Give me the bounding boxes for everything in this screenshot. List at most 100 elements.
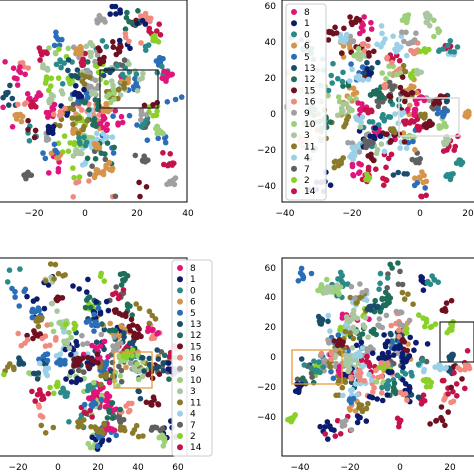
scatter-point xyxy=(392,111,398,117)
scatter-point xyxy=(55,36,61,42)
scatter-point xyxy=(395,120,402,126)
scatter-point xyxy=(381,182,387,188)
scatter-point xyxy=(104,415,111,421)
tick-label: 20 xyxy=(92,463,104,473)
scatter-point xyxy=(339,78,346,85)
scatter-point xyxy=(91,118,97,125)
scatter-point xyxy=(435,29,442,36)
scatter-point xyxy=(465,108,472,115)
scatter-point xyxy=(334,112,341,119)
scatter-point xyxy=(6,102,12,108)
legend-marker xyxy=(291,42,297,49)
scatter-point xyxy=(374,396,381,402)
scatter-point xyxy=(369,394,376,401)
scatter-point xyxy=(132,152,139,159)
scatter-point xyxy=(113,406,119,413)
scatter-point xyxy=(432,321,439,327)
scatter-point xyxy=(123,403,129,409)
scatter-point xyxy=(380,352,386,359)
scatter-point xyxy=(346,105,353,112)
scatter-point xyxy=(76,115,83,121)
scatter-point xyxy=(73,338,79,345)
scatter-point xyxy=(335,380,342,386)
scatter-point xyxy=(109,134,116,140)
scatter-point xyxy=(118,378,125,385)
legend-label: 13 xyxy=(190,320,201,330)
scatter-point xyxy=(103,371,110,377)
scatter-point xyxy=(440,46,446,52)
scatter-point xyxy=(134,323,141,330)
scatter-point xyxy=(94,85,100,92)
scatter-point xyxy=(331,159,338,165)
scatter-point xyxy=(445,42,451,49)
scatter-point xyxy=(143,399,150,406)
scatter-point xyxy=(399,368,406,375)
scatter-point xyxy=(383,76,389,82)
scatter-point xyxy=(111,378,118,384)
scatter-point xyxy=(106,437,112,443)
scatter-point xyxy=(48,75,55,82)
scatter-point xyxy=(124,303,131,309)
scatter-point xyxy=(109,373,116,380)
scatter-point xyxy=(122,26,129,32)
scatter-point xyxy=(169,180,176,186)
scatter-point xyxy=(361,378,368,384)
scatter-point xyxy=(353,114,359,120)
scatter-point xyxy=(94,167,101,173)
scatter-point xyxy=(31,134,38,141)
scatter-point xyxy=(358,339,365,346)
scatter-point xyxy=(86,294,93,301)
scatter-point xyxy=(370,389,376,395)
scatter-point xyxy=(166,376,172,383)
scatter-point xyxy=(353,328,360,335)
scatter-point xyxy=(39,314,45,321)
scatter-point xyxy=(116,48,123,55)
scatter-point xyxy=(357,414,363,421)
scatter-point xyxy=(75,130,82,137)
scatter-point xyxy=(415,361,422,368)
scatter-point xyxy=(155,364,162,370)
legend-label: 0 xyxy=(304,30,310,40)
scatter-point xyxy=(51,141,58,148)
scatter-point xyxy=(150,102,156,108)
scatter-point xyxy=(74,150,80,157)
scatter-point xyxy=(399,74,406,80)
scatter-point xyxy=(295,389,302,396)
scatter-point xyxy=(37,412,44,419)
legend-marker xyxy=(177,433,183,439)
scatter-point xyxy=(101,420,107,427)
scatter-point xyxy=(51,276,57,282)
scatter-point xyxy=(30,298,37,304)
scatter-point xyxy=(93,319,99,325)
scatter-point xyxy=(353,90,360,96)
scatter-point xyxy=(431,101,437,107)
highlight-box xyxy=(398,97,460,137)
scatter-point xyxy=(35,305,42,311)
scatter-point xyxy=(439,307,446,314)
scatter-point xyxy=(308,370,315,377)
scatter-point xyxy=(110,150,117,156)
scatter-point xyxy=(67,80,73,86)
scatter-point xyxy=(99,38,106,44)
scatter-point xyxy=(21,288,28,295)
scatter-point xyxy=(37,390,43,396)
scatter-point xyxy=(94,389,101,396)
scatter-point xyxy=(52,261,59,268)
scatter-point xyxy=(118,113,125,120)
scatter-point xyxy=(146,355,153,362)
scatter-point xyxy=(445,409,452,415)
scatter-point xyxy=(159,425,166,432)
scatter-point xyxy=(379,30,385,37)
scatter-point xyxy=(298,356,305,362)
scatter-point xyxy=(92,58,98,65)
scatter-point xyxy=(118,367,125,374)
scatter-point xyxy=(327,328,333,334)
scatter-point xyxy=(435,106,441,112)
scatter-point xyxy=(110,343,116,349)
legend-marker xyxy=(291,109,297,116)
scatter-point xyxy=(48,83,54,89)
legend-marker xyxy=(177,421,183,428)
scatter-point xyxy=(345,348,351,355)
tick-label: 0 xyxy=(417,209,423,219)
legend-marker xyxy=(177,388,183,395)
